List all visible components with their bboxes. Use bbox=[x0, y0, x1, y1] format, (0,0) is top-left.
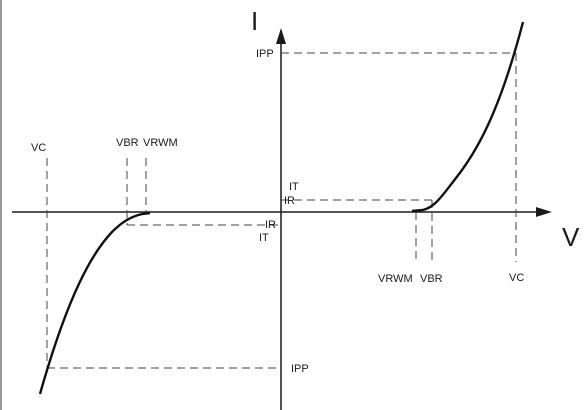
iv-curve-positive bbox=[411, 21, 525, 213]
v-axis-label: V bbox=[562, 222, 580, 252]
vbr-right-label: VBR bbox=[420, 273, 443, 285]
vc-left-label: VC bbox=[31, 142, 46, 154]
iv-curve-negative bbox=[38, 211, 151, 395]
vc-right-label: VC bbox=[509, 272, 524, 284]
v-axis-arrowhead bbox=[536, 207, 552, 217]
ir-top-label: IR bbox=[284, 195, 295, 207]
ipp-top-label: IPP bbox=[256, 48, 274, 60]
vrwm-right-label: VRWM bbox=[378, 273, 413, 285]
ir-bottom-label: IR bbox=[265, 219, 276, 231]
i-axis-label: I bbox=[251, 6, 258, 36]
ipp-bottom-label: IPP bbox=[291, 363, 309, 375]
vbr-left-label: VBR bbox=[116, 137, 139, 149]
it-bottom-label: IT bbox=[259, 232, 269, 244]
it-top-label: IT bbox=[289, 181, 299, 193]
vrwm-left-label: VRWM bbox=[143, 137, 178, 149]
i-axis-arrowhead bbox=[276, 28, 286, 44]
